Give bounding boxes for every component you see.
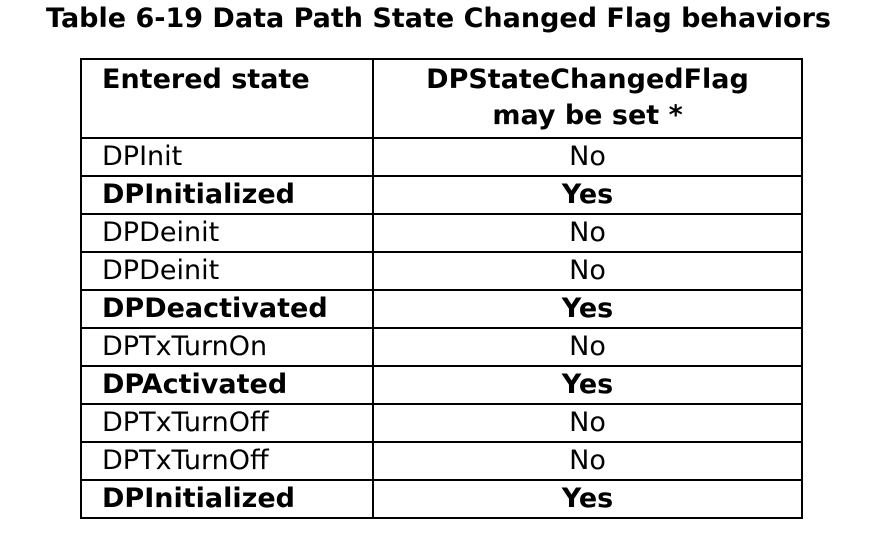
- header-entered-state: Entered state: [80, 58, 374, 139]
- table-row: DPDeinit No: [80, 213, 803, 253]
- table-caption: Table 6-19 Data Path State Changed Flag …: [46, 3, 831, 34]
- flag-cell: Yes: [372, 175, 803, 215]
- flag-cell: No: [372, 403, 803, 443]
- flag-cell: No: [372, 137, 803, 177]
- entered-state-cell: DPInit: [80, 137, 374, 177]
- entered-state-cell: DPActivated: [80, 365, 374, 405]
- table-row: DPInitialized Yes: [80, 175, 803, 215]
- header-flag-line-2: may be set *: [492, 100, 683, 131]
- entered-state-cell: DPTxTurnOff: [80, 441, 374, 481]
- dp-state-changed-flag-table: Entered state DPStateChangedFlag may be …: [80, 58, 803, 519]
- header-flag: DPStateChangedFlag may be set *: [372, 58, 803, 139]
- table-row: DPActivated Yes: [80, 365, 803, 405]
- table-row: DPInitialized Yes: [80, 479, 803, 519]
- flag-cell: No: [372, 441, 803, 481]
- flag-cell: No: [372, 251, 803, 291]
- flag-cell: Yes: [372, 289, 803, 329]
- table-row: DPInit No: [80, 137, 803, 177]
- entered-state-cell: DPDeinit: [80, 251, 374, 291]
- table-row: DPDeinit No: [80, 251, 803, 291]
- flag-cell: Yes: [372, 365, 803, 405]
- table-row: DPTxTurnOff No: [80, 441, 803, 481]
- header-flag-line-1: DPStateChangedFlag: [426, 64, 749, 95]
- entered-state-cell: DPInitialized: [80, 479, 374, 519]
- entered-state-cell: DPDeactivated: [80, 289, 374, 329]
- entered-state-cell: DPTxTurnOn: [80, 327, 374, 367]
- flag-cell: No: [372, 327, 803, 367]
- table-header-row: Entered state DPStateChangedFlag may be …: [80, 58, 803, 139]
- table-row: DPDeactivated Yes: [80, 289, 803, 329]
- flag-cell: No: [372, 213, 803, 253]
- flag-cell: Yes: [372, 479, 803, 519]
- entered-state-cell: DPDeinit: [80, 213, 374, 253]
- entered-state-cell: DPTxTurnOff: [80, 403, 374, 443]
- table-row: DPTxTurnOn No: [80, 327, 803, 367]
- entered-state-cell: DPInitialized: [80, 175, 374, 215]
- table-row: DPTxTurnOff No: [80, 403, 803, 443]
